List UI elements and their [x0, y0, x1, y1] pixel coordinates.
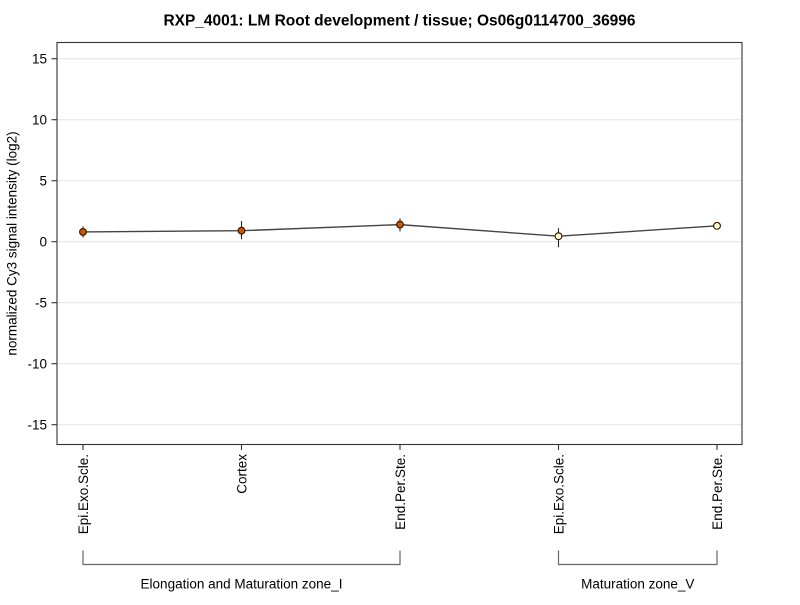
y-axis-tick-labels: 15 10 5 0 -5 -10 -15 [27, 51, 47, 432]
y-tick-label: 5 [39, 173, 47, 188]
x-tick-label: Cortex [234, 454, 249, 494]
plot-border [56, 41, 743, 446]
data-series [79, 218, 721, 248]
axis-ticks [51, 58, 718, 450]
x-axis-tick-labels: Epi.Exo.Scle. Cortex End.Per.Ste. Epi.Ex… [76, 454, 725, 535]
data-point-open-circle [554, 232, 563, 241]
data-point-filled-circle [237, 226, 246, 235]
x-tick-label: Epi.Exo.Scle. [76, 454, 91, 534]
x-tick-label: End.Per.Ste. [710, 454, 725, 530]
gridlines [57, 58, 742, 426]
y-tick-label: -10 [27, 356, 47, 371]
y-tick-label: 0 [39, 234, 47, 249]
data-point-open-circle [713, 221, 721, 230]
group-brackets [82, 550, 718, 566]
y-tick-label: -5 [35, 295, 47, 310]
group-label-zone-1: Elongation and Maturation zone_I [141, 577, 343, 592]
y-tick-label: 15 [32, 51, 47, 66]
x-tick-label: End.Per.Ste. [393, 454, 408, 530]
data-point-filled-circle [396, 220, 404, 229]
x-tick-label: Epi.Exo.Scle. [551, 454, 566, 534]
group-label-zone-v: Maturation zone_V [581, 577, 694, 592]
group-bracket-labels: Elongation and Maturation zone_I Maturat… [141, 577, 695, 592]
data-point-filled-circle [79, 227, 87, 236]
group-bracket [557, 550, 718, 566]
chart-title: RXP_4001: LM Root development / tissue; … [163, 13, 635, 30]
y-axis-title: normalized Cy3 signal intensity (log2) [5, 131, 20, 355]
y-tick-label: 10 [32, 112, 47, 127]
group-bracket [82, 550, 401, 566]
y-tick-label: -15 [27, 417, 47, 432]
